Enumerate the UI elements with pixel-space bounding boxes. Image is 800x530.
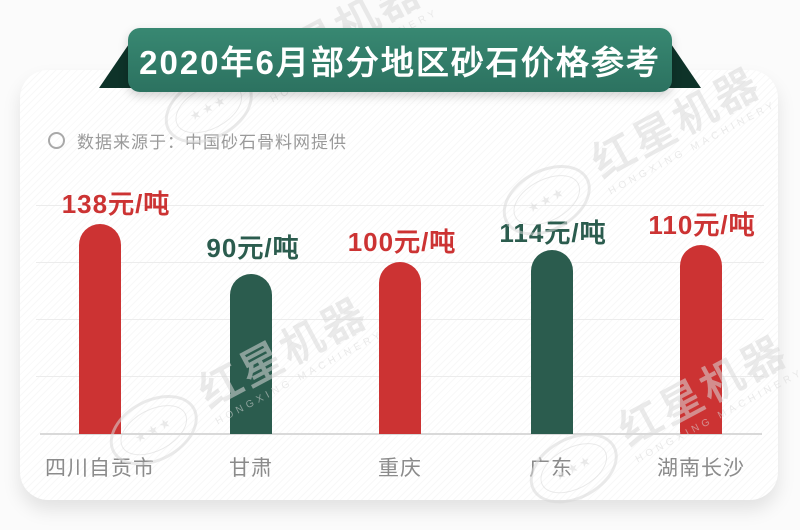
bullet-circle-icon bbox=[48, 132, 65, 149]
data-source-text: 数据来源于：中国砂石骨料网提供 bbox=[77, 133, 347, 152]
bar-甘肃 bbox=[230, 274, 272, 434]
category-label-广东: 广东 bbox=[529, 457, 573, 480]
x-axis-line bbox=[40, 433, 762, 435]
value-label-四川自贡市: 138元/吨 bbox=[61, 189, 171, 219]
value-label-广东: 114元/吨 bbox=[499, 218, 607, 248]
category-label-湖南长沙: 湖南长沙 bbox=[657, 457, 745, 480]
bar-四川自贡市 bbox=[79, 224, 121, 434]
value-label-重庆: 100元/吨 bbox=[347, 227, 457, 257]
bar-湖南长沙 bbox=[680, 245, 722, 434]
category-label-甘肃: 甘肃 bbox=[229, 457, 273, 480]
page-title: 2020年6月部分地区砂石价格参考 bbox=[139, 44, 661, 81]
data-source-row: 数据来源于：中国砂石骨料网提供 bbox=[48, 128, 347, 153]
bar-重庆 bbox=[379, 262, 421, 434]
title-banner: 2020年6月部分地区砂石价格参考 bbox=[128, 28, 672, 92]
value-label-甘肃: 90元/吨 bbox=[206, 233, 300, 263]
category-label-重庆: 重庆 bbox=[378, 457, 422, 480]
category-label-四川自贡市: 四川自贡市 bbox=[45, 457, 155, 480]
bar-广东 bbox=[531, 250, 573, 434]
chart-gridline bbox=[36, 205, 764, 206]
value-label-湖南长沙: 110元/吨 bbox=[648, 210, 756, 240]
